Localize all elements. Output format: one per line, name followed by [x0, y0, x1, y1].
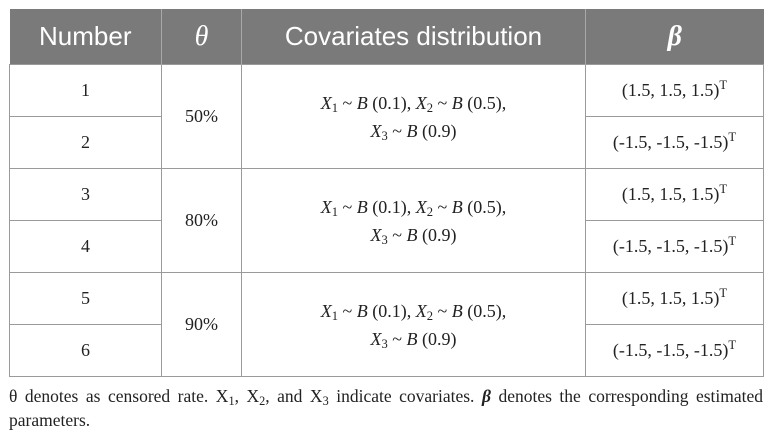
cell-censored-rate: 90%: [161, 272, 242, 377]
covariate-line: X1 ~ B (0.1), X2 ~ B (0.5),: [320, 92, 507, 115]
cell-beta: (-1.5, -1.5, -1.5)T: [585, 324, 764, 377]
covariate-line: X3 ~ B (0.9): [370, 120, 457, 143]
cell-beta: (1.5, 1.5, 1.5)T: [585, 168, 764, 221]
covariate-line: X3 ~ B (0.9): [370, 328, 457, 351]
cell-beta: (-1.5, -1.5, -1.5)T: [585, 220, 764, 273]
cell-covariates-distribution: X1 ~ B (0.1), X2 ~ B (0.5), X3 ~ B (0.9): [241, 64, 586, 169]
table-row: 1 50% X1 ~ B (0.1), X2 ~ B (0.5), X3 ~ B (0…: [9, 64, 764, 169]
cell-beta: (1.5, 1.5, 1.5)T: [585, 64, 764, 117]
cell-censored-rate: 80%: [161, 168, 242, 273]
cell-censored-rate: 50%: [161, 64, 242, 169]
header-number: Number: [9, 9, 162, 65]
table-row: 3 80% X1 ~ B (0.1), X2 ~ B (0.5), X3 ~ B (0…: [9, 168, 764, 273]
table-row: 5 90% X1 ~ B (0.1), X2 ~ B (0.5), X3 ~ B (0…: [9, 272, 764, 377]
header-beta: β: [585, 9, 764, 65]
table-footnote: θ denotes as censored rate. X1, X2, and …: [9, 386, 764, 430]
cell-beta: (-1.5, -1.5, -1.5)T: [585, 116, 764, 169]
beta-symbol: β: [481, 386, 491, 406]
cell-number: 3: [9, 168, 162, 221]
cell-number: 6: [9, 324, 162, 377]
header-theta: θ: [161, 9, 242, 65]
header-row: Number θ Covariates distribution β: [9, 9, 764, 65]
table-row: 6 (-1.5, -1.5, -1.5)T: [9, 324, 764, 377]
cell-number: 4: [9, 220, 162, 273]
table-row: 2 (-1.5, -1.5, -1.5)T: [9, 116, 764, 169]
table-row: 4 (-1.5, -1.5, -1.5)T: [9, 220, 764, 273]
cell-beta: (1.5, 1.5, 1.5)T: [585, 272, 764, 325]
covariate-line: X3 ~ B (0.9): [370, 224, 457, 247]
cell-number: 2: [9, 116, 162, 169]
covariate-line: X1 ~ B (0.1), X2 ~ B (0.5),: [320, 300, 507, 323]
covariate-line: X1 ~ B (0.1), X2 ~ B (0.5),: [320, 196, 507, 219]
cell-number: 5: [9, 272, 162, 325]
cell-covariates-distribution: X1 ~ B (0.1), X2 ~ B (0.5), X3 ~ B (0.9): [241, 168, 586, 273]
header-covariates: Covariates distribution: [241, 9, 586, 65]
cell-covariates-distribution: X1 ~ B (0.1), X2 ~ B (0.5), X3 ~ B (0.9): [241, 272, 586, 377]
cell-number: 1: [9, 64, 162, 117]
simulation-settings-table: Number θ Covariates distribution β 1 50% X…: [9, 9, 764, 377]
